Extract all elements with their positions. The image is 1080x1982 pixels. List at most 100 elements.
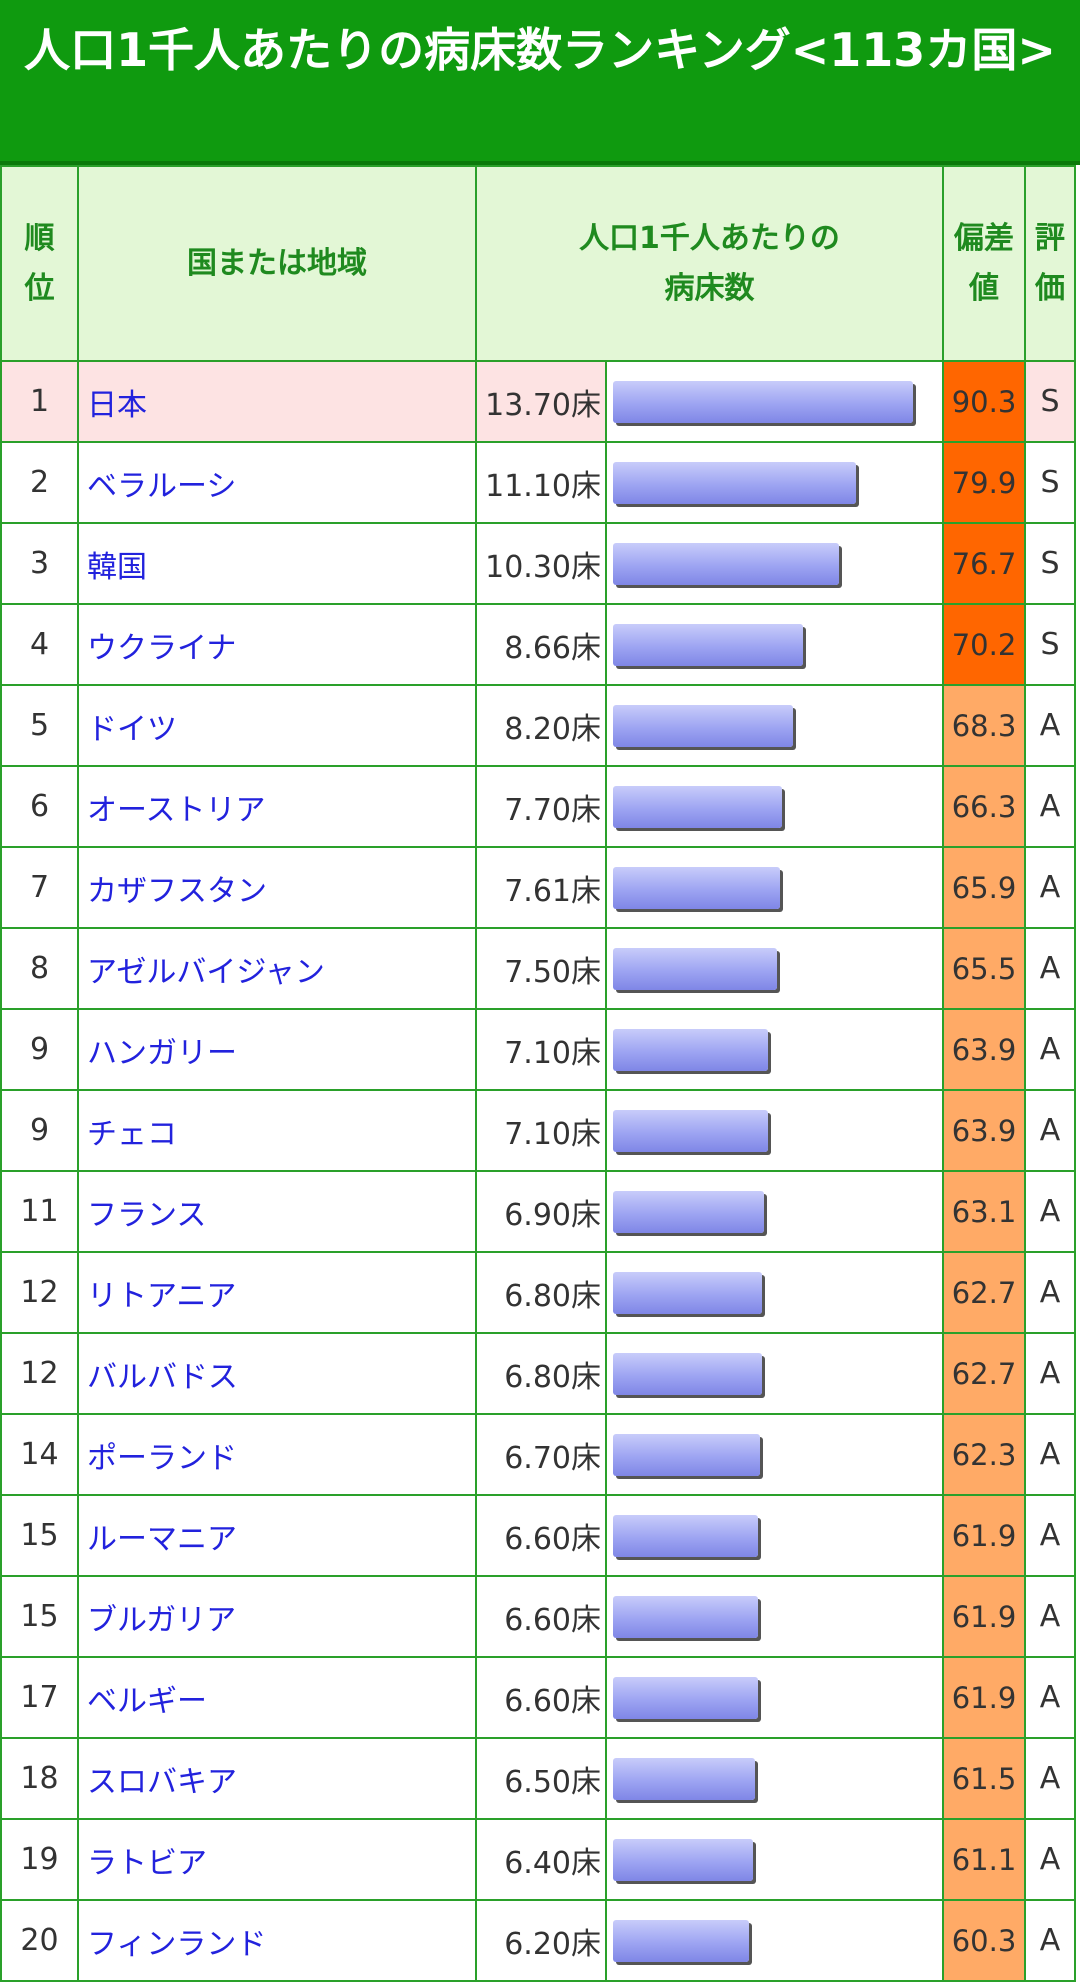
table-row: 7 カザフスタン 7.61床 65.9 A: [0, 846, 1076, 929]
beds-cell: 7.10床: [475, 1008, 607, 1091]
table-row: 3 韓国 10.30床 76.7 S: [0, 522, 1076, 605]
rank-cell: 9: [0, 1008, 79, 1091]
country-link[interactable]: カザフスタン: [87, 873, 267, 909]
bar: [613, 947, 778, 990]
deviation-cell: 61.9: [942, 1575, 1026, 1658]
country-cell: フランス: [77, 1170, 477, 1253]
bar: [613, 1514, 758, 1557]
header-row: 順位 国または地域 人口1千人あたりの 病床数 偏差値 評価: [0, 165, 1076, 362]
rank-cell: 12: [0, 1251, 79, 1334]
bar-cell: [605, 1251, 944, 1334]
bar: [613, 1028, 769, 1071]
bar-cell: [605, 1089, 944, 1172]
country-cell: スロバキア: [77, 1737, 477, 1820]
grade-cell: A: [1024, 1170, 1076, 1253]
country-link[interactable]: ルーマニア: [87, 1521, 237, 1557]
deviation-cell: 63.9: [942, 1089, 1026, 1172]
rank-cell: 2: [0, 441, 79, 524]
rank-cell: 7: [0, 846, 79, 929]
country-cell: ベラルーシ: [77, 441, 477, 524]
table-row: 5 ドイツ 8.20床 68.3 A: [0, 684, 1076, 767]
country-link[interactable]: スロバキア: [87, 1764, 237, 1800]
bar-cell: [605, 846, 944, 929]
country-link[interactable]: フランス: [87, 1197, 207, 1233]
country-link[interactable]: アゼルバイジャン: [87, 954, 325, 990]
bar: [613, 461, 857, 504]
page-title: 人口1千人あたりの病床数ランキング<113カ国>: [0, 0, 1080, 165]
deviation-cell: 68.3: [942, 684, 1026, 767]
beds-cell: 7.61床: [475, 846, 607, 929]
country-cell: ウクライナ: [77, 603, 477, 686]
rank-cell: 15: [0, 1494, 79, 1577]
column-header: 偏差値: [942, 165, 1026, 362]
beds-cell: 13.70床: [475, 360, 607, 443]
country-cell: ハンガリー: [77, 1008, 477, 1091]
country-link[interactable]: ベラルーシ: [87, 468, 237, 504]
country-link[interactable]: ウクライナ: [87, 630, 237, 666]
grade-cell: S: [1024, 603, 1076, 686]
table-row: 11 フランス 6.90床 63.1 A: [0, 1170, 1076, 1253]
rank-cell: 11: [0, 1170, 79, 1253]
beds-cell: 7.10床: [475, 1089, 607, 1172]
rank-cell: 1: [0, 360, 79, 443]
beds-cell: 6.60床: [475, 1575, 607, 1658]
deviation-cell: 61.9: [942, 1494, 1026, 1577]
deviation-cell: 63.1: [942, 1170, 1026, 1253]
country-link[interactable]: バルバドス: [87, 1359, 238, 1395]
country-link[interactable]: 日本: [87, 387, 147, 423]
country-cell: ベルギー: [77, 1656, 477, 1739]
country-link[interactable]: ブルガリア: [87, 1602, 237, 1638]
grade-cell: A: [1024, 846, 1076, 929]
table-row: 15 ルーマニア 6.60床 61.9 A: [0, 1494, 1076, 1577]
country-cell: ドイツ: [77, 684, 477, 767]
bar: [613, 1757, 756, 1800]
table-row: 8 アゼルバイジャン 7.50床 65.5 A: [0, 927, 1076, 1010]
rank-cell: 20: [0, 1899, 79, 1982]
beds-cell: 8.66床: [475, 603, 607, 686]
country-cell: オーストリア: [77, 765, 477, 848]
rank-cell: 15: [0, 1575, 79, 1658]
beds-cell: 10.30床: [475, 522, 607, 605]
grade-cell: A: [1024, 1413, 1076, 1496]
country-link[interactable]: ベルギー: [87, 1683, 207, 1719]
deviation-cell: 60.3: [942, 1899, 1026, 1982]
beds-cell: 6.90床: [475, 1170, 607, 1253]
rank-cell: 17: [0, 1656, 79, 1739]
grade-cell: A: [1024, 1251, 1076, 1334]
bar-cell: [605, 1899, 944, 1982]
grade-cell: A: [1024, 1899, 1076, 1982]
table-row: 20 フィンランド 6.20床 60.3 A: [0, 1899, 1076, 1982]
table-row: 9 チェコ 7.10床 63.9 A: [0, 1089, 1076, 1172]
country-link[interactable]: フィンランド: [87, 1926, 267, 1962]
beds-cell: 6.60床: [475, 1656, 607, 1739]
bar: [613, 1595, 758, 1638]
deviation-cell: 90.3: [942, 360, 1026, 443]
table-row: 18 スロバキア 6.50床 61.5 A: [0, 1737, 1076, 1820]
column-header: 評価: [1024, 165, 1076, 362]
rank-cell: 18: [0, 1737, 79, 1820]
country-link[interactable]: ポーランド: [87, 1440, 237, 1476]
bar-cell: [605, 1818, 944, 1901]
beds-cell: 8.20床: [475, 684, 607, 767]
country-link[interactable]: チェコ: [87, 1116, 177, 1152]
country-link[interactable]: 韓国: [87, 549, 147, 585]
country-link[interactable]: リトアニア: [87, 1278, 237, 1314]
country-cell: ラトビア: [77, 1818, 477, 1901]
deviation-cell: 65.9: [942, 846, 1026, 929]
bar: [613, 1352, 762, 1395]
grade-cell: A: [1024, 765, 1076, 848]
country-link[interactable]: ラトビア: [87, 1845, 207, 1881]
country-link[interactable]: ハンガリー: [87, 1035, 237, 1071]
beds-cell: 6.20床: [475, 1899, 607, 1982]
country-cell: 日本: [77, 360, 477, 443]
bar: [613, 1919, 749, 1962]
country-link[interactable]: オーストリア: [87, 792, 266, 828]
bar: [613, 623, 803, 666]
country-link[interactable]: ドイツ: [87, 711, 177, 747]
grade-cell: S: [1024, 441, 1076, 524]
beds-cell: 6.50床: [475, 1737, 607, 1820]
bar-cell: [605, 1737, 944, 1820]
bar: [613, 1676, 758, 1719]
rank-cell: 9: [0, 1089, 79, 1172]
column-header: 順位: [0, 165, 79, 362]
